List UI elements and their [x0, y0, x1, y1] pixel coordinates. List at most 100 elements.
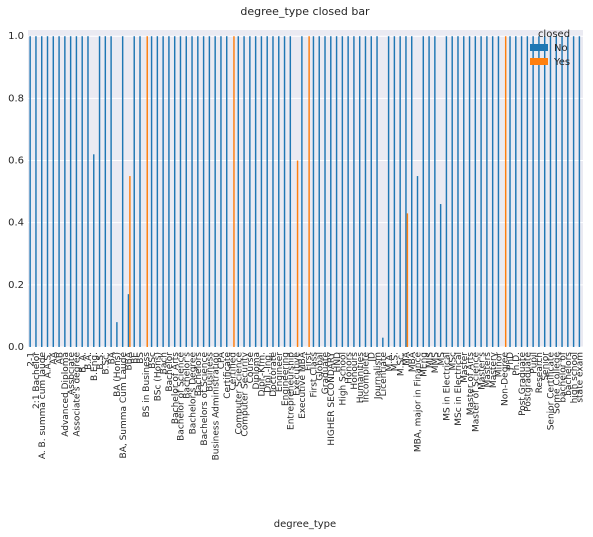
bar	[98, 36, 101, 347]
x-tick-label: MA	[402, 351, 412, 366]
bar	[353, 36, 355, 347]
x-tick-label: Global	[315, 352, 325, 381]
x-tick-label: Bachelor of Science	[177, 352, 187, 441]
bar	[278, 36, 280, 347]
x-tick-label: MSc in Electrical	[454, 352, 464, 426]
bar	[58, 36, 60, 347]
bar	[237, 36, 240, 347]
bar	[434, 36, 436, 347]
bar	[422, 36, 425, 347]
x-tick-label: Business	[206, 352, 216, 392]
x-tick-label: MSc	[448, 352, 458, 370]
x-tick-label: HIGHER SECONDARY	[327, 352, 337, 446]
x-tick-label: MS in Electrical	[443, 352, 453, 421]
bar	[133, 36, 135, 347]
x-tick-label: Bachelor's Degree	[188, 352, 198, 435]
bar	[46, 36, 49, 347]
bar	[387, 36, 390, 347]
bar	[226, 36, 228, 347]
bar	[382, 337, 384, 347]
x-tick-label: bachelors	[564, 352, 574, 396]
x-tick-label: Computer Science	[235, 352, 245, 435]
x-tick-label: MS	[437, 352, 447, 366]
bar	[254, 36, 257, 347]
bar	[301, 36, 303, 347]
x-tick-label: Computer Security	[240, 351, 250, 436]
x-tick-label: Senior	[541, 352, 551, 381]
bar	[347, 36, 349, 347]
bar	[202, 36, 205, 347]
bar	[561, 36, 563, 347]
x-tick-label: B.A.	[84, 352, 94, 370]
x-tick-label: Certificate	[223, 352, 233, 399]
x-tick-label: bachelor of	[558, 351, 568, 402]
bar	[376, 36, 378, 347]
x-tick-label: Honors	[344, 352, 354, 384]
bar	[156, 36, 159, 347]
x-tick-label: Bachelor's	[182, 352, 192, 399]
bar	[451, 36, 453, 347]
bar	[168, 36, 170, 347]
bar	[139, 36, 141, 347]
x-tick-label: High School	[339, 352, 349, 405]
legend-swatch	[530, 44, 548, 51]
x-tick-label: BE	[130, 352, 140, 364]
x-tick-label: A.A.S.	[44, 352, 54, 378]
bar	[428, 36, 430, 347]
x-tick-label: Mastery	[489, 351, 499, 388]
legend-swatch	[530, 58, 548, 65]
bar	[526, 36, 529, 347]
x-tick-label: BBA	[125, 351, 135, 370]
x-tick-label: B.S.	[96, 352, 106, 370]
legend-label: Yes	[553, 57, 570, 68]
bar	[358, 36, 361, 347]
x-tick-label: Bachelor	[165, 352, 175, 392]
chart-title: degree_type closed bar	[240, 5, 370, 18]
x-tick-label: Master's	[477, 352, 487, 390]
bar	[416, 176, 419, 347]
bar	[445, 36, 448, 347]
x-tick-label: Honours	[350, 352, 360, 390]
x-tick-label: Advanced Diploma	[61, 352, 71, 437]
bar	[29, 36, 31, 347]
bar	[364, 36, 367, 347]
x-tick-label: Licentiate	[379, 352, 389, 397]
x-tick-label: Bachelors	[194, 352, 204, 397]
x-tick-label: Research	[535, 352, 545, 393]
bar	[509, 36, 511, 347]
bar	[330, 36, 332, 347]
x-tick-label: Graduate	[321, 352, 331, 395]
bar	[543, 36, 546, 347]
x-tick-label: BS	[136, 352, 146, 364]
x-tick-label: MBA	[408, 351, 418, 372]
x-tick-label: M.S.	[391, 352, 401, 371]
bar	[289, 36, 292, 347]
bar	[81, 36, 83, 347]
x-tick-label: AA	[50, 351, 60, 364]
x-tick-label: 2:1 Bachelor	[32, 352, 42, 409]
bar	[538, 36, 540, 347]
bar	[93, 154, 95, 347]
y-tick-label: 0.4	[8, 218, 24, 229]
y-tick-label: 1.0	[8, 31, 24, 42]
bar	[129, 176, 131, 347]
bar	[474, 36, 477, 347]
plot-area	[28, 30, 583, 347]
x-tick-label: BSc	[148, 352, 158, 369]
bar	[515, 36, 517, 347]
bar	[35, 36, 37, 347]
x-tick-label: Executive	[292, 352, 302, 396]
bar	[249, 36, 251, 347]
x-tick-label: AB	[55, 352, 65, 364]
x-tick-label: Certified	[229, 352, 239, 390]
bar	[162, 36, 164, 347]
bar	[324, 36, 326, 347]
bar	[578, 36, 581, 347]
x-tick-label: Humanities	[356, 352, 366, 404]
bar	[457, 36, 459, 347]
x-tick-label: B. A.	[78, 352, 88, 373]
bar	[69, 36, 72, 347]
bar	[308, 36, 310, 347]
x-tick-label: Course	[246, 352, 256, 384]
x-tick-label: state exam	[576, 352, 586, 403]
